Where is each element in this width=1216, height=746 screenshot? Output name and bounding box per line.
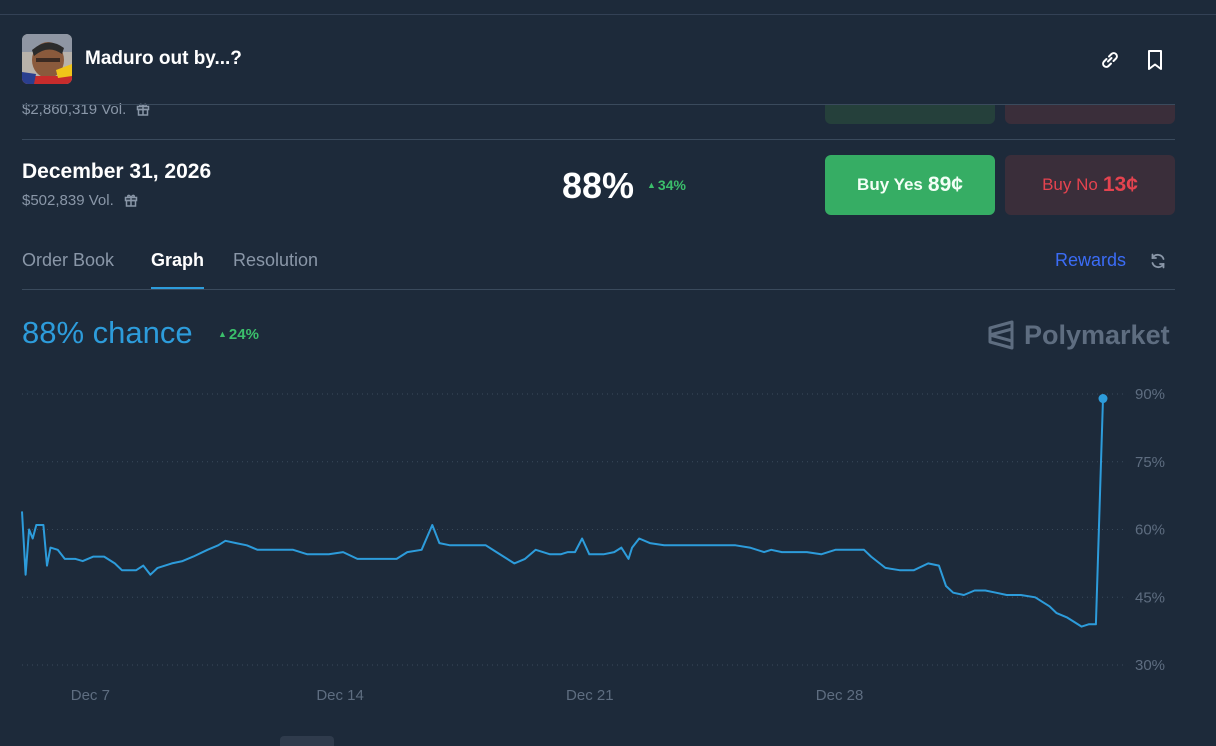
x-tick-label: Dec 21	[566, 687, 614, 704]
buy-yes-price: 89¢	[927, 173, 963, 196]
buy-no-price: 13¢	[1102, 173, 1138, 196]
previous-buy-yes-button[interactable]	[825, 104, 995, 124]
row-divider	[22, 139, 1175, 140]
y-tick-label: 45%	[1135, 589, 1165, 606]
outcome-percent: 88%	[562, 165, 635, 206]
polymarket-logo: Polymarket	[986, 318, 1170, 352]
chart-series	[21, 394, 1108, 628]
link-icon[interactable]	[1098, 48, 1122, 72]
latest-point	[1098, 394, 1108, 404]
outcome-volume: $502,839 Vol.	[22, 192, 138, 209]
tab-order-book[interactable]: Order Book	[22, 250, 115, 270]
market-avatar	[22, 34, 72, 84]
y-tick-label: 60%	[1135, 522, 1165, 539]
buy-no-button[interactable]: Buy No 13¢	[1005, 155, 1175, 215]
gift-icon	[124, 194, 138, 207]
outcome-change: ▲ 34%	[647, 177, 686, 193]
rewards-link[interactable]: Rewards	[1055, 250, 1127, 270]
bookmark-icon[interactable]	[1143, 48, 1167, 72]
scroll-stub	[280, 736, 334, 746]
series-line	[21, 398, 1104, 628]
tab-resolution[interactable]: Resolution	[233, 250, 319, 270]
polymarket-logo-icon	[988, 320, 1014, 350]
header-divider	[22, 104, 1175, 105]
buy-no-label: Buy No	[1042, 175, 1098, 194]
y-tick-label: 75%	[1135, 454, 1165, 471]
y-axis-labels: 90% 75% 60% 45% 30%	[1135, 386, 1165, 674]
x-tick-label: Dec 14	[316, 687, 364, 704]
y-tick-label: 30%	[1135, 657, 1165, 674]
chance-change: ▲ 24%	[218, 326, 259, 343]
outcome-title: December 31, 2026	[22, 160, 212, 183]
up-triangle-icon: ▲	[218, 329, 227, 339]
buy-yes-button[interactable]: Buy Yes 89¢	[825, 155, 995, 215]
refresh-icon[interactable]	[1148, 251, 1168, 271]
up-triangle-icon: ▲	[647, 180, 656, 190]
y-tick-label: 90%	[1135, 386, 1165, 403]
previous-outcome-volume: $2,860,319 Vol.	[22, 101, 150, 118]
x-tick-label: Dec 7	[71, 687, 110, 704]
active-tab-indicator	[151, 287, 204, 289]
brand-name: Polymarket	[1024, 319, 1170, 350]
top-divider	[0, 14, 1216, 15]
market-title: Maduro out by...?	[85, 48, 242, 69]
chart-grid	[22, 393, 1125, 666]
buy-yes-label: Buy Yes	[857, 175, 923, 194]
x-axis-labels: Dec 7 Dec 14 Dec 21 Dec 28	[71, 687, 864, 704]
chance-value: 88% chance	[22, 315, 193, 350]
tabs-divider	[22, 289, 1175, 290]
tab-graph[interactable]: Graph	[151, 250, 205, 270]
probability-chart[interactable]: 90% 75% 60% 45% 30% Dec 7 Dec 14 Dec 21 Dec 28	[0, 370, 1216, 710]
x-tick-label: Dec 28	[816, 687, 864, 704]
previous-buy-no-button[interactable]	[1005, 104, 1175, 124]
